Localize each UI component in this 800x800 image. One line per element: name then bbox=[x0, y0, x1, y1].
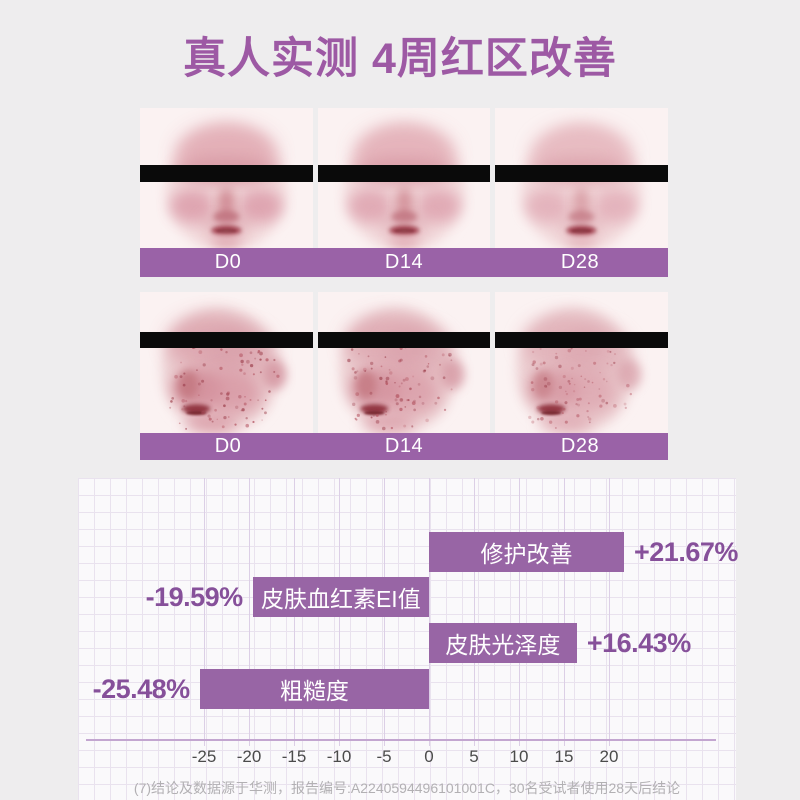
footnote: (7)结论及数据源于华测，报告编号:A2240594496101001C，30名… bbox=[133, 780, 681, 796]
bar-segment: 皮肤光泽度 bbox=[429, 623, 577, 663]
censor-bar bbox=[317, 332, 491, 348]
x-tick-label: 10 bbox=[509, 747, 529, 766]
bar-value: +16.43% bbox=[586, 628, 691, 658]
bar-label: 粗糙度 bbox=[279, 678, 349, 704]
face-panel bbox=[140, 292, 313, 433]
face-comparison-row-front: D0 D14 D28 bbox=[140, 108, 669, 277]
grid-line bbox=[249, 478, 250, 746]
face-image bbox=[162, 308, 287, 433]
page-title: 真人实测 4周红区改善 bbox=[183, 35, 617, 83]
x-tick-label: 0 bbox=[424, 747, 434, 766]
x-tick-label: -10 bbox=[326, 747, 352, 766]
bar-label: 皮肤光泽度 bbox=[445, 632, 561, 658]
time-label: D0 bbox=[214, 435, 242, 457]
time-label: D28 bbox=[560, 251, 600, 273]
grid-line bbox=[474, 478, 475, 746]
bar-segment: 皮肤血红素EI值 bbox=[252, 577, 429, 617]
face-image bbox=[517, 308, 642, 433]
time-label: D0 bbox=[214, 251, 242, 273]
bar-segment: 修护改善 bbox=[429, 532, 625, 572]
censor-bar bbox=[140, 165, 313, 182]
x-tick-label: 20 bbox=[599, 747, 619, 766]
bar-value: -19.59% bbox=[145, 582, 244, 612]
face-image bbox=[521, 124, 642, 248]
time-label-bar: D0 D14 D28 bbox=[140, 248, 668, 277]
bar-value: +21.67% bbox=[634, 537, 738, 567]
x-tick-label: -20 bbox=[236, 747, 262, 766]
grid-line bbox=[609, 478, 610, 746]
grid-line bbox=[204, 478, 205, 746]
x-tick-label: -25 bbox=[191, 747, 217, 766]
x-tick-label: -5 bbox=[376, 747, 392, 766]
x-axis-line bbox=[86, 739, 716, 741]
face-panel bbox=[317, 108, 491, 248]
x-tick-label: -15 bbox=[281, 747, 307, 766]
bar-value: -25.48% bbox=[92, 674, 191, 704]
grid-line bbox=[519, 478, 520, 746]
face-panel bbox=[495, 108, 669, 248]
x-tick-label: 5 bbox=[469, 747, 479, 766]
time-label: D14 bbox=[384, 251, 424, 273]
face-panel bbox=[495, 292, 669, 433]
grid-line bbox=[429, 478, 430, 746]
bar-chart: -25 -20 -15 -10 -5 0 5 10 15 20 修护改善 +21.67% 皮肤血红素EI… bbox=[78, 478, 738, 800]
censor-bar bbox=[317, 165, 491, 182]
face-image bbox=[339, 308, 465, 433]
time-label: D14 bbox=[384, 435, 424, 457]
bar-label: 皮肤血红素EI值 bbox=[260, 586, 421, 612]
face-panel bbox=[140, 108, 313, 248]
time-label: D28 bbox=[560, 435, 600, 457]
censor-bar bbox=[140, 332, 313, 348]
face-images-front bbox=[140, 108, 669, 248]
time-label-bar: D0 D14 D28 bbox=[140, 433, 668, 460]
bar-segment: 粗糙度 bbox=[199, 669, 429, 709]
bar-label: 修护改善 bbox=[480, 541, 573, 567]
censor-bar bbox=[495, 165, 669, 182]
face-comparison-row-side: D0 D14 D28 bbox=[140, 292, 669, 460]
face-panel bbox=[317, 292, 491, 433]
face-images-side bbox=[140, 292, 669, 433]
censor-bar bbox=[495, 332, 669, 348]
grid-line bbox=[564, 478, 565, 746]
x-tick-label: 15 bbox=[554, 747, 574, 766]
